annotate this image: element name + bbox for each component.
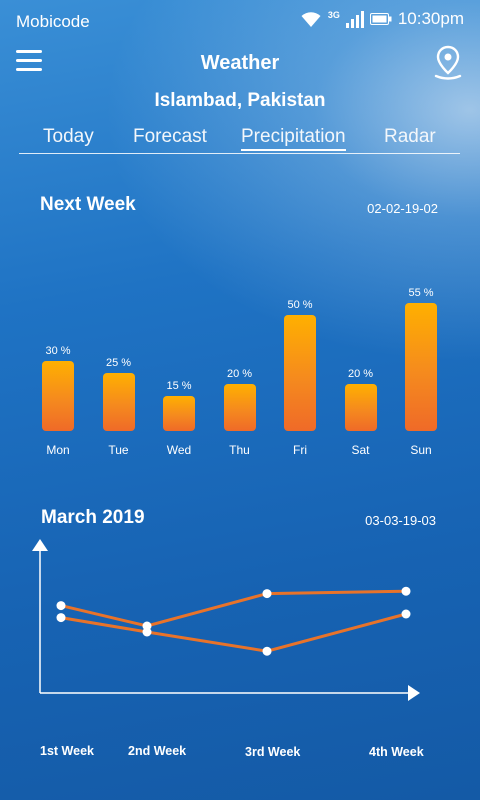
battery-icon	[369, 13, 392, 25]
bar-value-label: 25 %	[105, 356, 132, 369]
precip-bar	[102, 372, 135, 431]
week-label: 2nd Week	[128, 744, 187, 758]
wifi-icon	[301, 12, 321, 27]
hamburger-icon[interactable]	[16, 50, 42, 72]
status-icons: 3G 10:30pm	[300, 9, 464, 29]
tab-forecast[interactable]: Forecast	[133, 126, 207, 147]
week-label: 3rd Week	[245, 745, 301, 759]
carrier-name: Mobicode	[16, 12, 90, 31]
bar-day-label: Mon	[46, 443, 70, 457]
bar-day-label: Fri	[293, 443, 307, 457]
bar-day-label: Wed	[166, 443, 192, 457]
signal-icon	[345, 11, 364, 28]
series-line	[60, 612, 407, 653]
bar-value-label: 20 %	[226, 368, 253, 381]
tab-radar[interactable]: Radar	[384, 126, 436, 147]
status-time: 10:30pm	[397, 9, 464, 28]
tab-bar: Today Forecast Precipitation Radar	[19, 124, 460, 154]
tab-precipitation[interactable]: Precipitation	[241, 126, 346, 151]
precip-bar	[42, 361, 74, 431]
march-title: March 2019	[41, 507, 145, 528]
app-title: Weather	[200, 52, 280, 74]
march-range: 03-03-19-03	[365, 513, 436, 528]
march-line-chart	[32, 539, 420, 701]
data-point	[56, 601, 66, 611]
series-line	[60, 589, 407, 628]
data-point	[262, 646, 272, 656]
precip-bar	[344, 384, 377, 431]
data-point	[401, 586, 411, 596]
bar-value-label: 50 %	[287, 298, 313, 311]
data-point	[142, 627, 152, 637]
location-name: Islambad, Pakistan	[154, 90, 326, 111]
precip-bar	[405, 303, 437, 431]
next-week-title: Next Week	[40, 194, 136, 215]
data-point	[401, 609, 411, 619]
precip-bar	[163, 396, 195, 431]
data-point	[262, 589, 272, 599]
x-axis-arrow	[408, 685, 420, 701]
next-week-range: 02-02-19-02	[367, 201, 438, 216]
bar-day-label: Tue	[108, 443, 129, 457]
precipitation-bar-chart: 30 % Mon 25 % Tue 15 % Wed 20 % Thu 50 % Fri 20 % S…	[42, 287, 437, 457]
week-label: 4th Week	[369, 745, 424, 759]
bar-day-label: Sun	[410, 443, 432, 457]
precip-bar	[284, 314, 316, 431]
map-pin-icon[interactable]	[432, 44, 464, 80]
tab-today[interactable]: Today	[43, 126, 94, 147]
bar-value-label: 30 %	[45, 345, 71, 358]
week-label: 1st Week	[40, 744, 94, 758]
precip-bar	[223, 384, 256, 431]
network-type: 3G	[327, 10, 340, 20]
bar-day-label: Sat	[351, 443, 370, 457]
bar-value-label: 15 %	[166, 380, 192, 393]
app-bar: Weather	[0, 40, 480, 88]
y-axis-arrow	[32, 539, 48, 551]
status-bar: Mobicode 3G 10:30pm	[0, 0, 480, 38]
bar-day-label: Thu	[229, 443, 250, 457]
data-point	[56, 613, 66, 623]
bar-value-label: 55 %	[408, 287, 434, 299]
bar-value-label: 20 %	[347, 368, 374, 381]
